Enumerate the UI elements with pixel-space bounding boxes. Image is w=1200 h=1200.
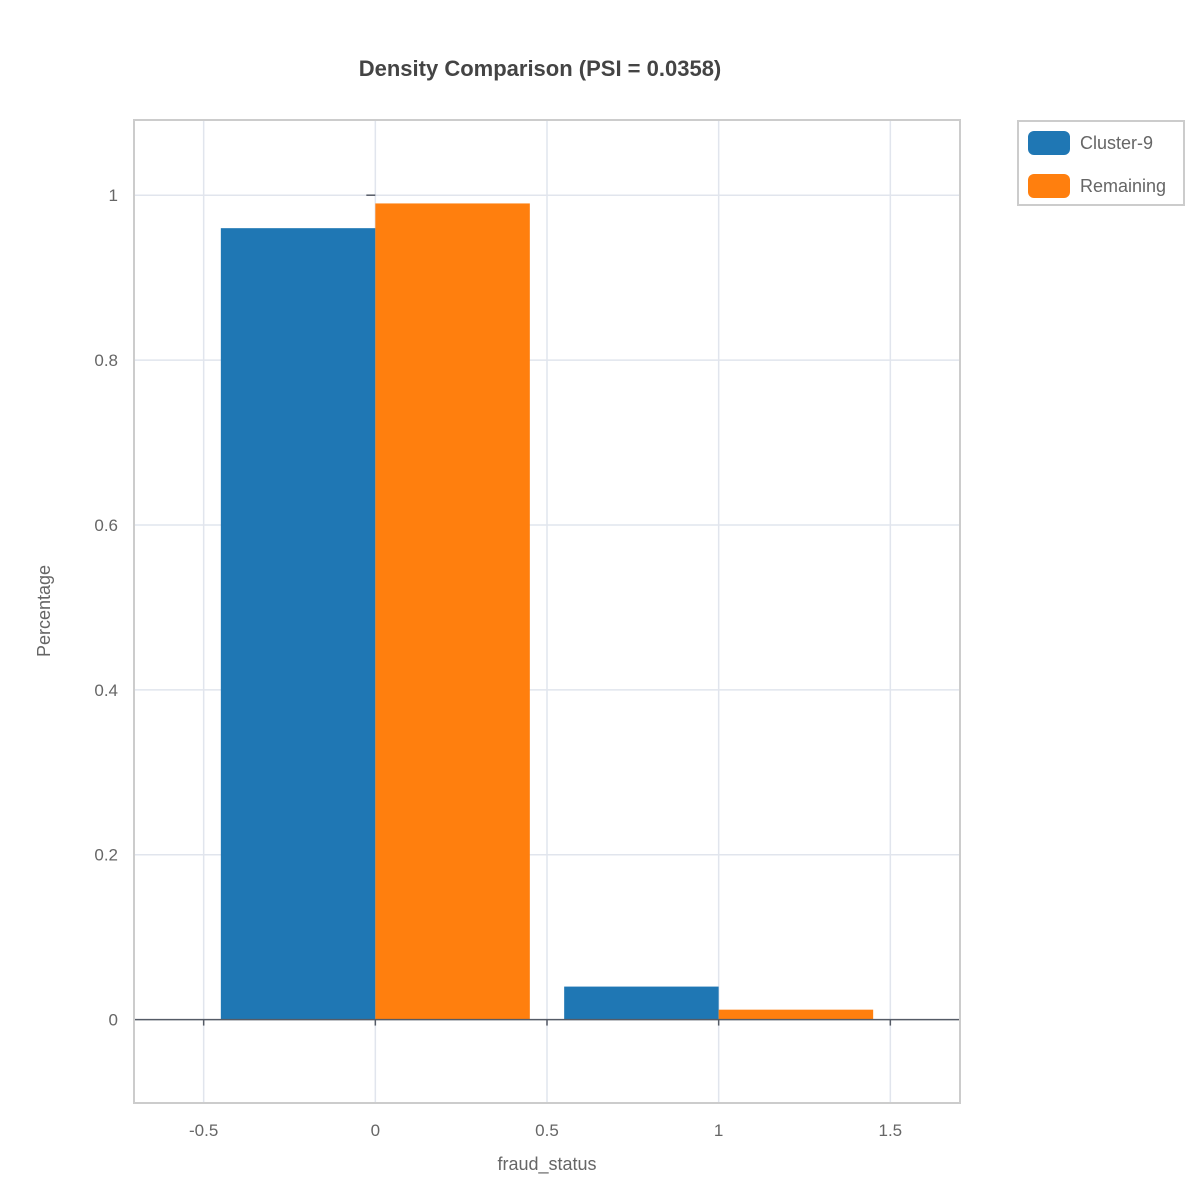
x-axis-label: fraud_status [497, 1154, 596, 1175]
legend-label-remaining: Remaining [1080, 175, 1167, 196]
y-tick-label: 0.6 [94, 516, 118, 535]
legend-label-cluster-9: Cluster-9 [1080, 132, 1154, 153]
x-tick-label: 1 [714, 1121, 723, 1140]
bar-layer [220, 203, 874, 1020]
bar-remaining-1[interactable] [718, 1009, 874, 1020]
y-tick-labels: 0 0.2 0.4 0.6 0.8 1 [94, 186, 118, 1029]
y-axis-label: Percentage [34, 565, 54, 657]
y-tick-label: 0.4 [94, 681, 118, 700]
y-tick-label: 0.2 [94, 846, 118, 865]
legend-item-remaining[interactable]: Remaining [1028, 173, 1166, 199]
y-tick-label: 0.8 [94, 351, 118, 370]
legend: Cluster-9 Remaining [1017, 120, 1185, 206]
bar-cluster-9-0[interactable] [220, 228, 376, 1020]
x-tick-labels: -0.5 0 0.5 1 1.5 [189, 1121, 902, 1140]
x-tick-label: -0.5 [189, 1121, 218, 1140]
y-tick-label: 1 [109, 186, 118, 205]
bar-cluster-9-1[interactable] [564, 986, 719, 1020]
x-tick-label: 0 [371, 1121, 380, 1140]
legend-item-cluster-9[interactable]: Cluster-9 [1028, 130, 1153, 156]
x-tick-label: 1.5 [879, 1121, 903, 1140]
plot-frame [133, 119, 961, 1104]
y-tick-label: 0 [109, 1011, 118, 1030]
bar-remaining-0[interactable] [375, 203, 530, 1020]
x-tick-label: 0.5 [535, 1121, 559, 1140]
axis-layer [135, 194, 959, 1026]
chart-title: Density Comparison (PSI = 0.0358) [358, 56, 722, 81]
legend-swatch-cluster-9 [1028, 131, 1070, 155]
legend-swatch-remaining [1028, 174, 1070, 198]
